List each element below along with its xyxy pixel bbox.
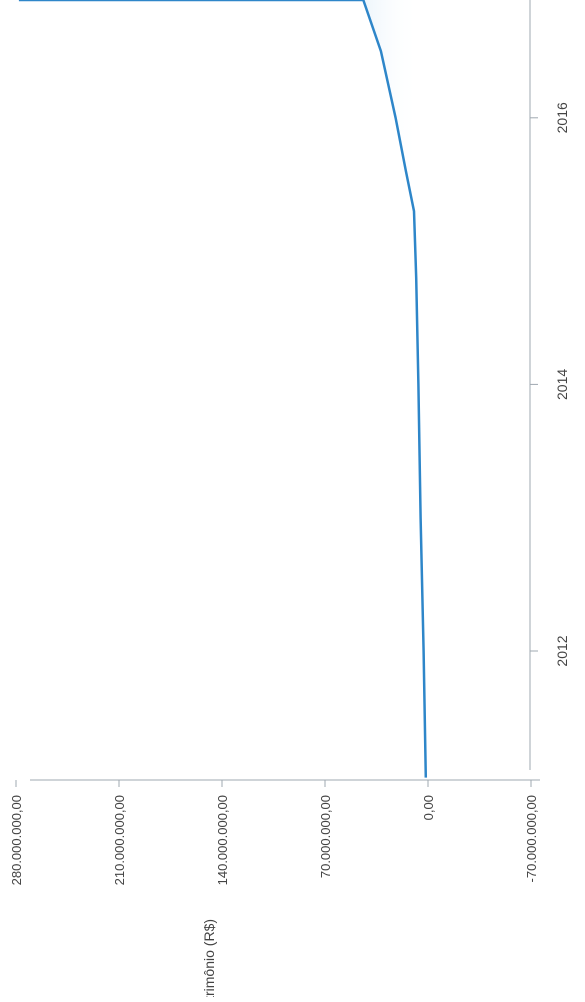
axes [16,0,540,787]
y-axis-label: Patrimônio (R$) [201,919,217,997]
value-tick-label: 70.000.000,00 [318,795,333,878]
series-line [19,0,426,778]
value-tick-label: 210.000.000,00 [112,795,127,885]
time-tick-label: 2012 [554,635,570,666]
time-tick-label: 2014 [554,369,570,400]
value-tick-label: 140.000.000,00 [215,795,230,885]
area-layer [19,0,428,778]
time-tick-label: 2016 [554,102,570,133]
value-tick-label: 280.000.000,00 [9,795,24,885]
tick-labels: 201220142016201820202022280.000.000,0021… [9,0,570,885]
value-tick-label: 0,00 [421,795,436,820]
area-fill [19,0,428,778]
value-tick-label: -70.000.000,00 [524,795,539,882]
